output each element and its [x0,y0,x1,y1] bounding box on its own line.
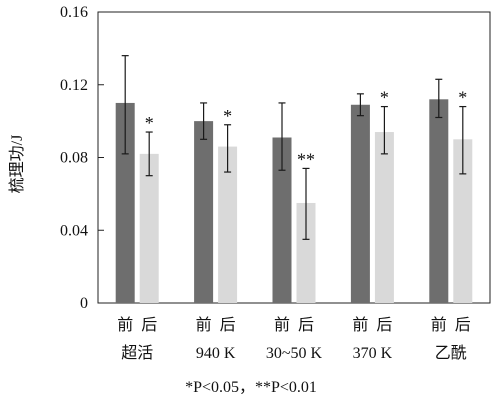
bar-before [272,137,292,303]
y-tick-label: 0.08 [60,150,88,167]
y-axis-label: 梳理功/J [8,135,26,194]
y-tick-label: 0.16 [60,4,88,21]
after-label: 后 [220,316,236,334]
after-label: 后 [455,316,471,334]
significance-mark: ** [297,149,315,169]
significance-mark: * [223,106,232,126]
before-label: 前 [196,316,212,334]
category-label: 30~50 K [266,345,323,362]
bar-after [453,139,473,303]
y-tick-label: 0.04 [60,222,88,239]
significance-mark: * [458,88,467,108]
bar-after [374,132,394,303]
significance-mark: * [380,88,389,108]
bar-before [429,99,449,303]
category-labels: 前后超活前 后940 K前 后30~50 K前 后370 K前 后乙酰 [117,316,471,362]
bar-before [194,121,214,303]
bar-after [139,153,159,303]
y-tick-label: 0 [80,295,88,312]
y-tick-label: 0.12 [60,77,88,94]
after-label: 后 [376,316,392,334]
before-label: 前 [352,316,368,334]
bars: * **** * [115,55,473,303]
significance-mark: * [145,113,154,133]
category-label: 370 K [353,345,393,362]
bar-before [350,104,370,303]
category-label: 乙酰 [435,344,467,362]
y-axis: 0 0.04 0.08 0.12 0.16 [60,4,104,312]
before-label: 前 [117,316,133,334]
bar-after [296,202,316,303]
category-label: 940 K [196,345,236,362]
before-label: 前 [274,316,290,334]
bar-before [115,102,135,303]
before-label: 前 [431,316,447,334]
after-label: 后 [141,316,157,334]
bar-after [218,146,238,303]
footnote: *P<0.05，**P<0.01 [185,379,317,396]
after-label: 后 [298,316,314,334]
category-label: 超活 [121,344,153,362]
